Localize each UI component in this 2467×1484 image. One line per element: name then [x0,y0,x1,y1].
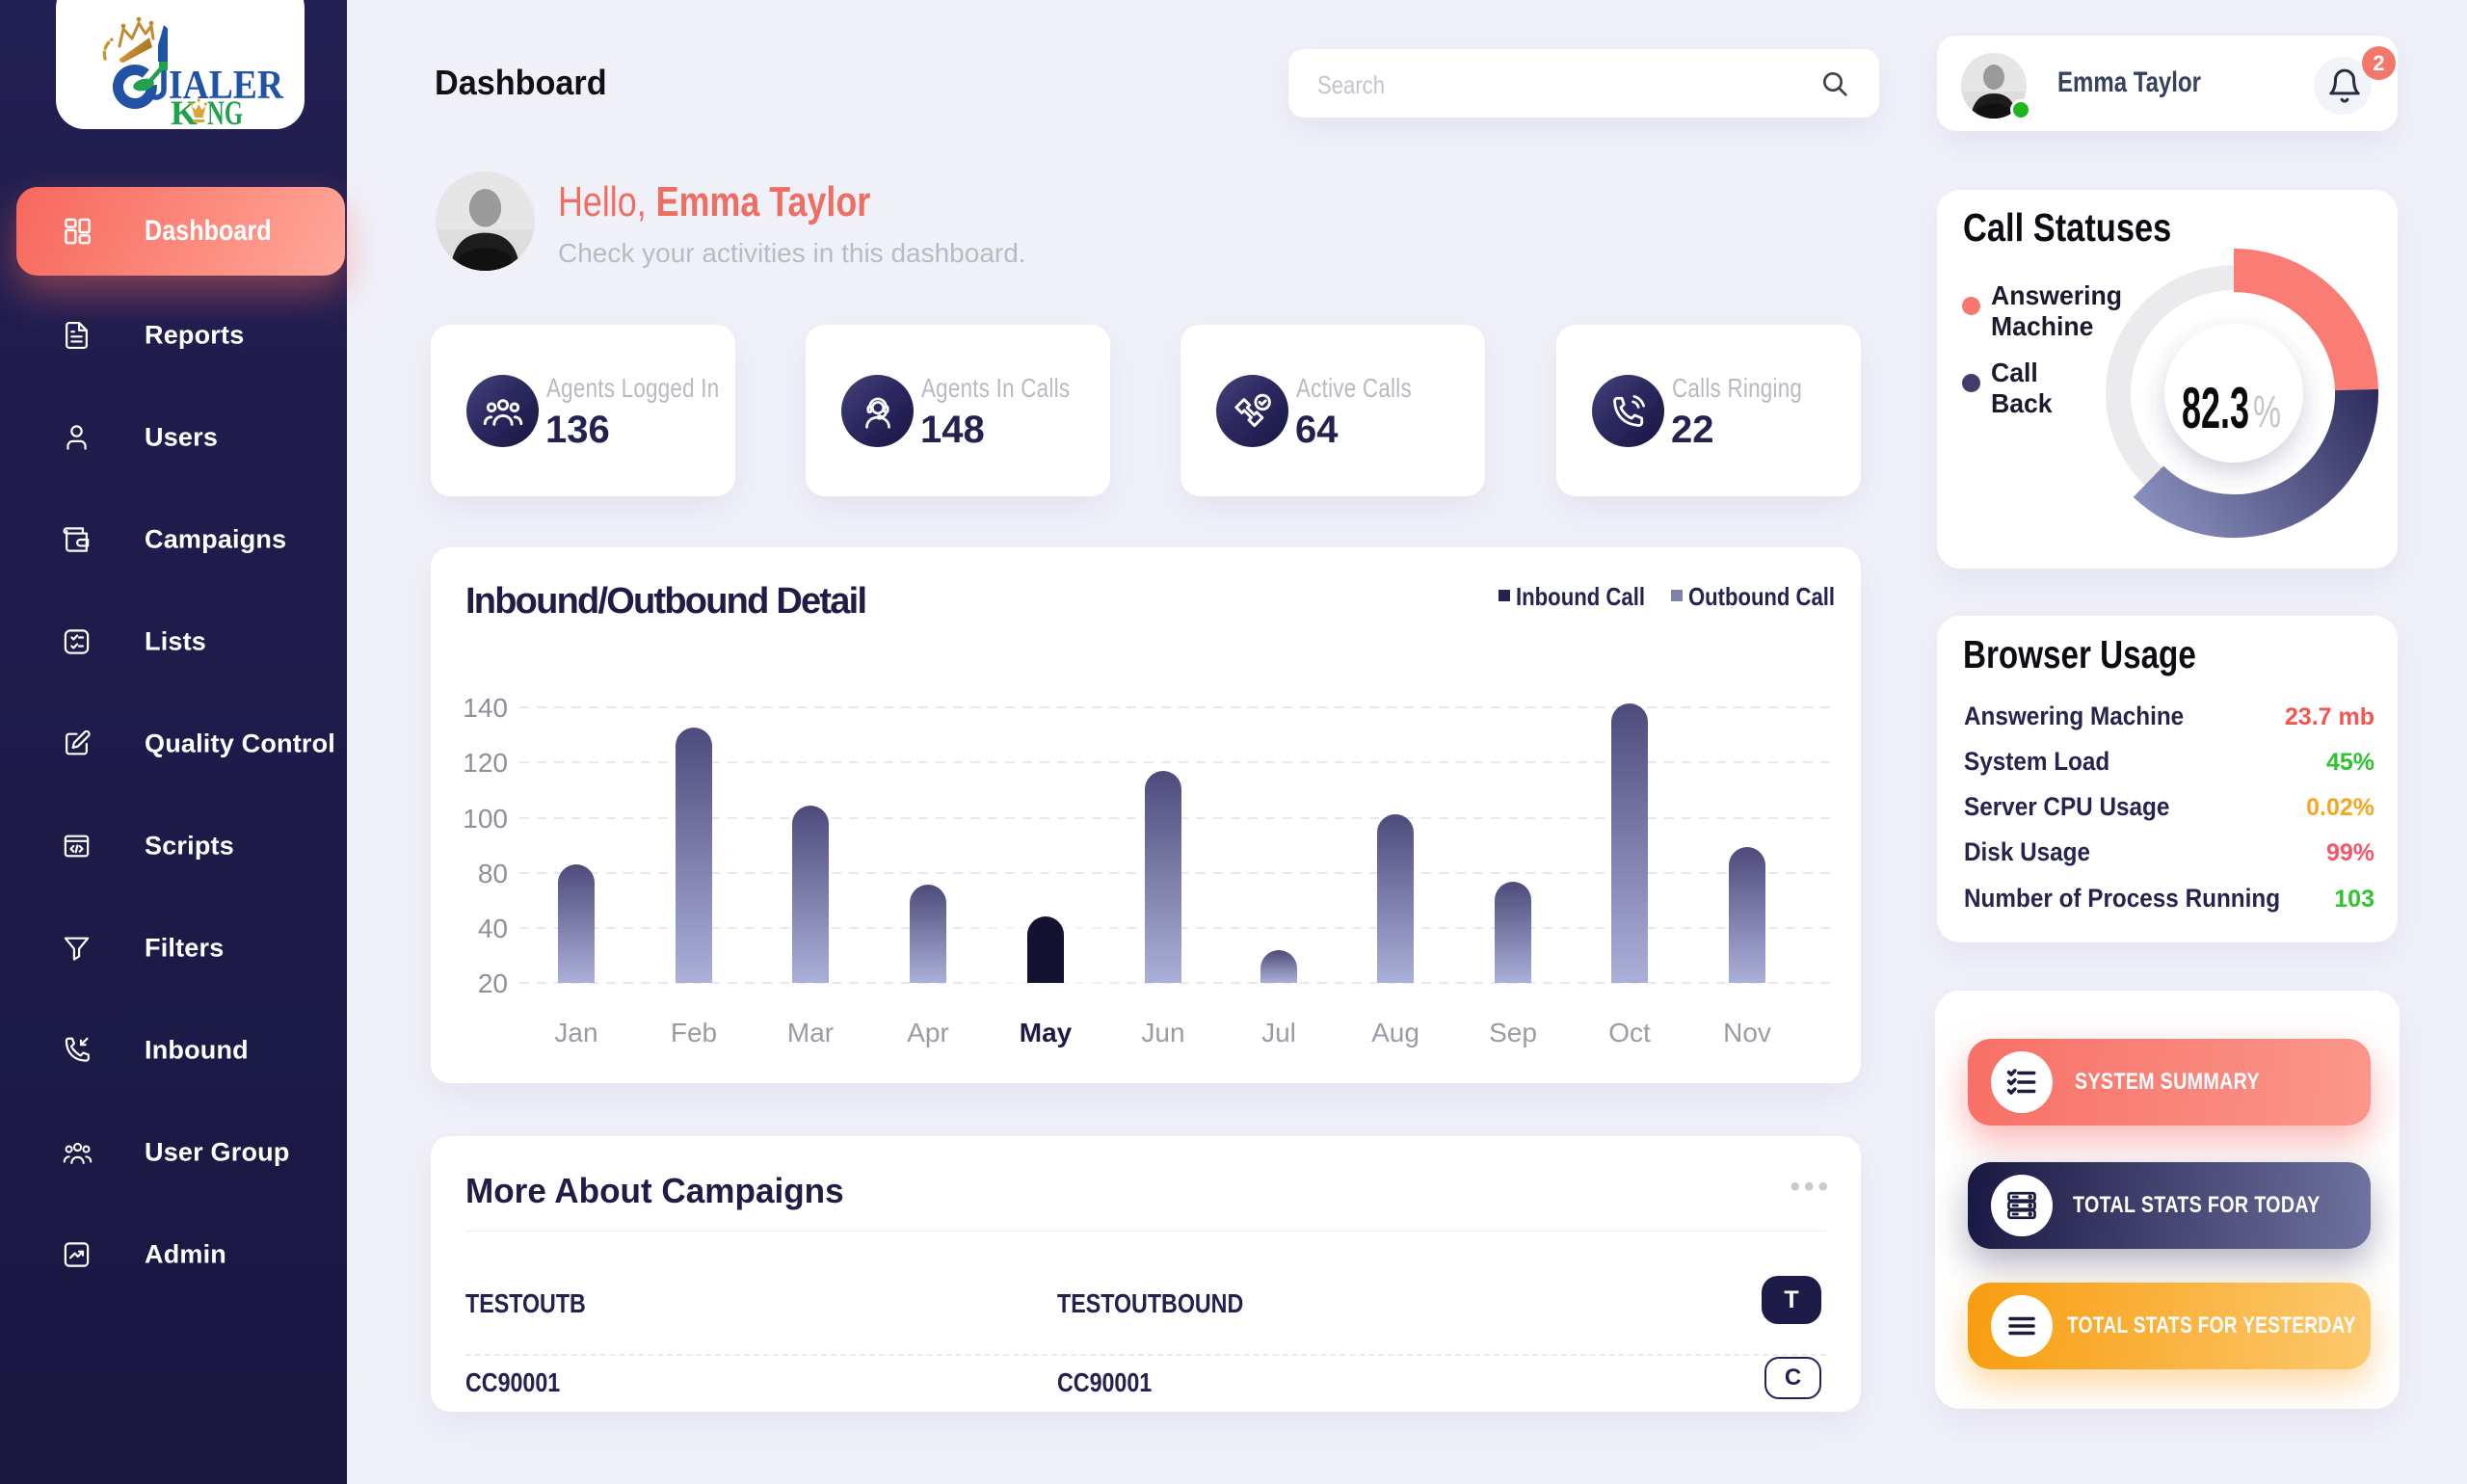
svg-text:Jan: Jan [554,1018,597,1047]
svg-text:120: 120 [463,748,508,778]
svg-text:Sep: Sep [1489,1018,1537,1047]
svg-text:Aug: Aug [1371,1018,1419,1047]
svg-text:%: % [2253,385,2281,437]
svg-text:Jul: Jul [1261,1018,1296,1047]
svg-text:140: 140 [463,693,508,723]
svg-text:Nov: Nov [1723,1018,1771,1047]
svg-text:Inbound Call: Inbound Call [1516,582,1645,611]
svg-text:Outbound Call: Outbound Call [1688,582,1835,611]
svg-text:80: 80 [478,859,508,888]
svg-text:May: May [1020,1018,1073,1047]
svg-text:K: K [171,93,198,129]
svg-text:100: 100 [463,804,508,834]
svg-text:Apr: Apr [907,1018,949,1047]
svg-text:Inbound/Outbound Detail: Inbound/Outbound Detail [465,581,867,622]
svg-text:82.3: 82.3 [2182,376,2249,440]
svg-text:40: 40 [478,914,508,943]
svg-text:Mar: Mar [787,1018,834,1047]
svg-text:Jun: Jun [1141,1018,1184,1047]
svg-text:Oct: Oct [1608,1018,1651,1047]
svg-text:NG: NG [207,93,243,129]
svg-text:20: 20 [478,968,508,998]
svg-text:IALER: IALER [169,64,284,108]
svg-text:Feb: Feb [671,1018,717,1047]
